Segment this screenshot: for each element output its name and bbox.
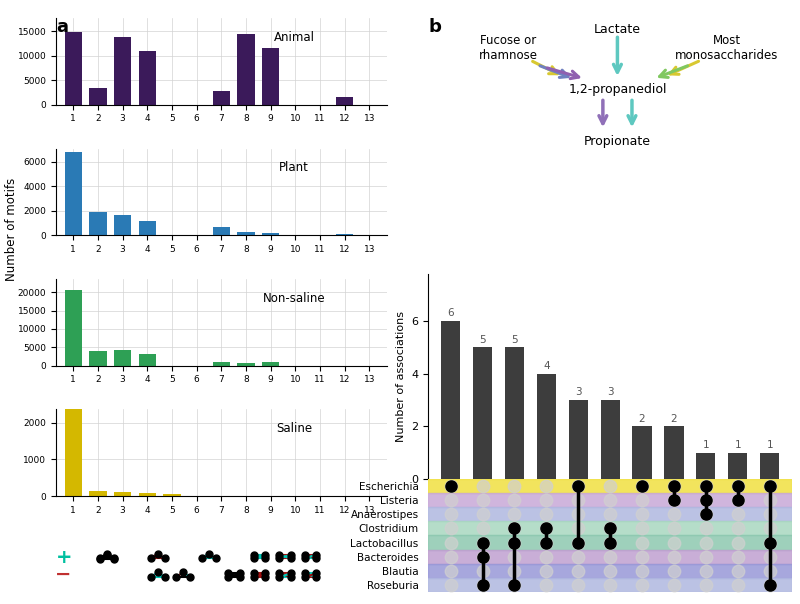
Bar: [114, 492, 131, 496]
Text: 6: 6: [447, 309, 454, 318]
Bar: [138, 220, 156, 235]
Bar: [90, 490, 106, 496]
Bar: [428, 479, 792, 493]
Text: Plant: Plant: [279, 161, 309, 174]
Bar: [664, 426, 683, 479]
Bar: [633, 426, 652, 479]
Text: Saline: Saline: [276, 422, 312, 435]
Bar: [90, 88, 106, 104]
Text: −: −: [55, 565, 72, 583]
Text: b: b: [428, 18, 441, 36]
Bar: [760, 452, 779, 479]
Bar: [569, 400, 588, 479]
Bar: [238, 363, 254, 365]
Bar: [65, 291, 82, 365]
Text: 1: 1: [734, 440, 741, 450]
Bar: [238, 34, 254, 104]
Bar: [65, 32, 82, 104]
Bar: [114, 350, 131, 365]
Text: 5: 5: [479, 335, 486, 345]
Bar: [537, 374, 556, 479]
Bar: [65, 152, 82, 235]
Text: a: a: [56, 18, 68, 36]
Bar: [428, 521, 792, 536]
Bar: [238, 231, 254, 235]
Bar: [428, 493, 792, 507]
Bar: [428, 536, 792, 550]
Bar: [138, 354, 156, 365]
Bar: [505, 347, 524, 479]
Text: 1: 1: [766, 440, 773, 450]
Bar: [163, 494, 181, 496]
Text: 1,2-propanediol: 1,2-propanediol: [568, 83, 666, 97]
Bar: [696, 452, 715, 479]
Text: 3: 3: [575, 387, 582, 397]
Text: 1: 1: [702, 440, 709, 450]
Bar: [262, 48, 279, 104]
Bar: [428, 564, 792, 578]
Bar: [114, 37, 131, 104]
Bar: [138, 51, 156, 104]
Bar: [90, 351, 106, 365]
Bar: [65, 400, 82, 496]
Text: 5: 5: [511, 335, 518, 345]
Bar: [473, 347, 492, 479]
Bar: [114, 215, 131, 235]
Y-axis label: Number of associations: Number of associations: [396, 311, 406, 442]
Bar: [428, 550, 792, 564]
Bar: [138, 493, 156, 496]
Text: Animal: Animal: [274, 31, 314, 43]
Text: Number of motifs: Number of motifs: [6, 178, 18, 281]
Bar: [336, 97, 354, 104]
Text: Propionate: Propionate: [584, 135, 651, 148]
Text: Non-saline: Non-saline: [262, 292, 326, 304]
Text: +: +: [55, 548, 72, 567]
Bar: [336, 234, 354, 235]
Bar: [441, 321, 460, 479]
Text: 2: 2: [638, 414, 646, 423]
Bar: [428, 578, 792, 592]
Bar: [262, 362, 279, 365]
Bar: [262, 233, 279, 235]
Bar: [601, 400, 620, 479]
Bar: [213, 91, 230, 104]
Bar: [213, 226, 230, 235]
Bar: [428, 507, 792, 521]
Text: Lactate: Lactate: [594, 23, 641, 36]
Bar: [213, 362, 230, 365]
Text: 3: 3: [607, 387, 614, 397]
Bar: [728, 452, 747, 479]
Text: 2: 2: [670, 414, 678, 423]
Text: Fucose or
rhamnose: Fucose or rhamnose: [479, 34, 538, 62]
Text: Most
monosaccharides: Most monosaccharides: [675, 34, 778, 62]
Text: 4: 4: [543, 361, 550, 371]
Bar: [90, 212, 106, 235]
